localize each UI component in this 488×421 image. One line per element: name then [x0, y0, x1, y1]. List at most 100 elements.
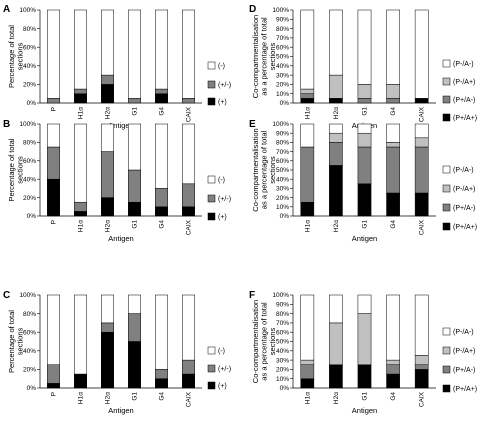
- y-tick-label: 60%: [23, 44, 36, 51]
- y-axis-label-line: sections: [268, 156, 277, 184]
- y-tick-label: 0%: [280, 100, 290, 107]
- bar-segment: [329, 98, 343, 104]
- bar-segment: [357, 313, 372, 366]
- bar-segment: [128, 294, 141, 314]
- legend-label: (-): [218, 63, 225, 70]
- x-tick-label: H2α: [333, 107, 340, 119]
- panel-letter: E: [249, 119, 256, 130]
- x-tick-label: G4: [390, 220, 397, 229]
- bar-segment: [47, 98, 60, 104]
- y-tick-label: 70%: [276, 149, 289, 156]
- bar-segment: [386, 146, 400, 194]
- bar-segment: [155, 93, 168, 104]
- x-tick-label: CAIX: [419, 219, 426, 235]
- bar-segment: [386, 373, 400, 389]
- legend-swatch: [442, 77, 451, 86]
- bar-segment: [300, 123, 315, 148]
- y-tick-label: 100%: [272, 292, 289, 299]
- y-axis-label: Co-compartmentalisationas a percentage o…: [251, 128, 277, 211]
- bar-segment: [101, 74, 114, 85]
- bar-segment: [128, 9, 141, 99]
- bar-segment: [300, 146, 315, 203]
- y-tick-label: 80%: [276, 26, 289, 33]
- legend-label: (-): [218, 177, 225, 184]
- x-tick-label: H2α: [105, 392, 112, 404]
- bar-segment: [155, 378, 168, 389]
- bar-segment: [414, 369, 429, 389]
- panel-letter: C: [3, 290, 10, 301]
- legend-swatch: [442, 346, 451, 355]
- bar-segment: [329, 132, 343, 143]
- y-tick-label: 60%: [23, 329, 36, 336]
- y-tick-label: 20%: [23, 367, 36, 374]
- x-tick-label: H2α: [105, 107, 112, 119]
- y-axis-label-line: sections: [268, 327, 277, 355]
- bar-segment: [101, 197, 114, 217]
- x-tick-label: G4: [159, 220, 166, 229]
- legend-swatch: [207, 194, 216, 203]
- legend-swatch: [207, 212, 216, 221]
- x-tick-label: CAIX: [186, 106, 193, 122]
- bar-segment: [74, 211, 87, 217]
- y-tick-label: 40%: [23, 63, 36, 70]
- bar-segment: [357, 9, 372, 85]
- y-tick-label: 0%: [27, 213, 37, 220]
- bar-segment: [300, 98, 315, 104]
- panel-b: B 0% 20% 40% 60% 80% 100% P H1α H2α G1 G4 CAIX Antige…: [3, 119, 231, 243]
- panel-letter: F: [249, 290, 255, 301]
- bar-segment: [329, 294, 343, 324]
- legend-label: (+/-): [218, 196, 231, 203]
- y-tick-label: 40%: [23, 176, 36, 183]
- y-tick-label: 50%: [276, 339, 289, 346]
- y-axis-label: Percentage of totalsections: [7, 138, 25, 201]
- bar-segment: [47, 123, 60, 148]
- y-tick-label: 0%: [27, 100, 37, 107]
- bar-segment: [74, 93, 87, 104]
- bar-segment: [414, 98, 429, 104]
- bar-segment: [329, 322, 343, 365]
- x-tick-label: G1: [362, 107, 369, 116]
- y-tick-label: 20%: [276, 82, 289, 89]
- bar-segment: [128, 201, 141, 217]
- bar-segment: [182, 294, 195, 361]
- bar-segment: [182, 206, 195, 217]
- y-tick-label: 100%: [272, 121, 289, 128]
- y-tick-label: 20%: [23, 195, 36, 202]
- bar-segment: [329, 142, 343, 166]
- y-axis-label-line: Percentage of total: [7, 310, 16, 373]
- bar-segment: [101, 9, 114, 76]
- y-tick-label: 0%: [280, 385, 290, 392]
- x-tick-label: P: [51, 107, 58, 111]
- bar-segment: [386, 9, 400, 85]
- bar-segment: [357, 146, 372, 185]
- bar-segment: [414, 137, 429, 148]
- legend-swatch: [442, 113, 451, 122]
- bar-segment: [101, 123, 114, 152]
- bar-segment: [386, 123, 400, 143]
- bar-segment: [386, 98, 400, 104]
- y-tick-label: 40%: [276, 176, 289, 183]
- legend-swatch: [442, 365, 451, 374]
- bar-segment: [386, 142, 400, 148]
- y-axis-label: Co-compartmentalisationas a percentage o…: [251, 300, 277, 383]
- y-tick-label: 100%: [272, 7, 289, 14]
- bar-segment: [386, 84, 400, 99]
- y-axis-label-line: sections: [268, 42, 277, 70]
- bar-segment: [47, 364, 60, 384]
- x-tick-label: G1: [362, 392, 369, 401]
- legend-label: (P-/A+): [453, 186, 475, 193]
- bar-segment: [329, 123, 343, 134]
- y-tick-label: 100%: [19, 121, 36, 128]
- y-tick-label: 20%: [276, 367, 289, 374]
- bar-segment: [101, 331, 114, 389]
- y-axis-label-line: as a percentage of total: [260, 17, 269, 96]
- bar-segment: [300, 93, 315, 99]
- x-tick-label: G4: [159, 107, 166, 116]
- legend-swatch: [442, 222, 451, 231]
- y-axis-label-line: sections: [16, 327, 25, 355]
- y-axis-label-line: Percentage of total: [7, 25, 16, 88]
- x-tick-label: H2α: [333, 220, 340, 232]
- legend-label: (P+/A+): [453, 386, 477, 393]
- x-tick-label: CAIX: [419, 391, 426, 407]
- y-axis-label-line: Percentage of total: [7, 138, 16, 201]
